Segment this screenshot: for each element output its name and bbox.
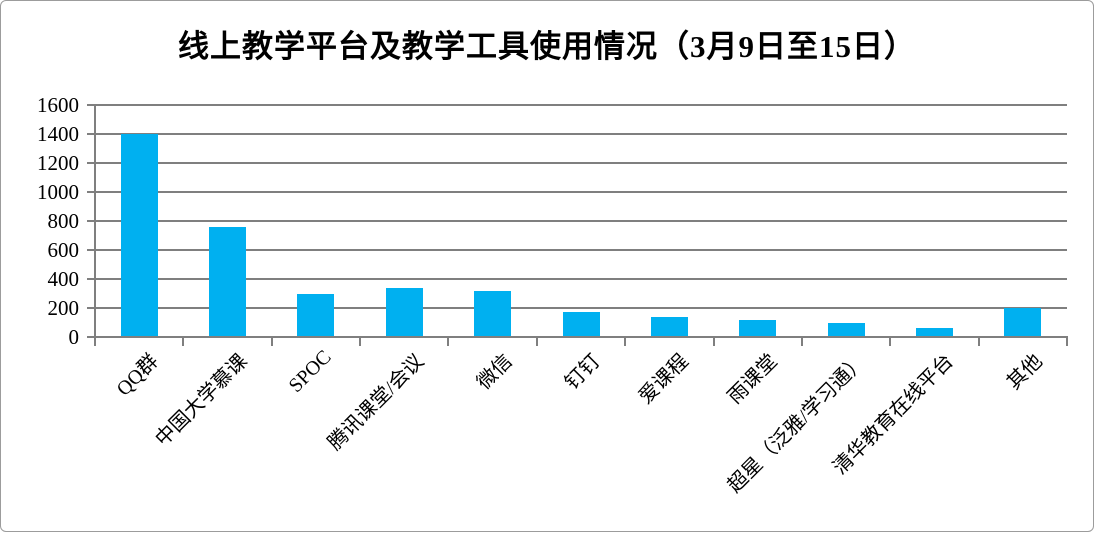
gridline	[95, 307, 1067, 309]
y-tick-label: 600	[47, 238, 80, 262]
bar	[1004, 308, 1042, 337]
gridline	[95, 162, 1067, 164]
y-tick-label: 0	[68, 325, 80, 349]
bar	[474, 290, 512, 337]
y-axis-line	[94, 105, 96, 337]
bar	[739, 319, 777, 337]
y-axis-tick	[87, 278, 95, 280]
gridline	[95, 249, 1067, 251]
y-axis-tick	[87, 133, 95, 135]
x-axis-tick	[182, 337, 185, 346]
y-tick-label: 1000	[37, 180, 79, 204]
bar	[562, 312, 600, 337]
x-axis-tick	[94, 337, 96, 346]
bar	[827, 322, 865, 337]
x-tick-label-text: 雨课堂	[723, 350, 782, 409]
y-axis-tick	[87, 220, 95, 222]
x-axis-tick	[800, 337, 803, 346]
x-axis-tick	[447, 337, 450, 346]
x-tick-label-text: 中国大学慕课	[150, 350, 252, 451]
bar	[915, 327, 953, 337]
x-tick-label-text: 其他	[1002, 350, 1047, 395]
y-tick-label: 800	[47, 209, 80, 233]
x-axis-tick	[977, 337, 980, 346]
bar	[650, 316, 688, 337]
gridline	[95, 133, 1067, 135]
bar	[297, 293, 335, 337]
x-axis-tick	[270, 337, 273, 346]
y-axis-tick	[87, 307, 95, 309]
bar	[209, 226, 247, 337]
y-tick-label: 1400	[37, 122, 79, 146]
chart-title: 线上教学平台及教学工具使用情况（3月9日至15日）	[178, 29, 916, 64]
x-tick-label-text: QQ群	[112, 350, 163, 401]
x-tick-label-text: SPOC	[284, 346, 336, 397]
y-axis-tick	[87, 104, 95, 106]
x-axis-tick	[624, 337, 627, 346]
y-axis-tick	[87, 336, 95, 338]
x-axis-tick	[359, 337, 362, 346]
gridline	[95, 191, 1067, 193]
x-axis-tick	[535, 337, 538, 346]
y-tick-label: 200	[47, 296, 80, 320]
gridline	[95, 104, 1067, 106]
y-axis-tick	[87, 191, 95, 193]
y-axis-tick	[87, 162, 95, 164]
x-axis-tick	[712, 337, 715, 346]
x-axis-tick	[889, 337, 892, 346]
x-axis-tick	[1066, 337, 1068, 346]
x-tick-label-text: 钉钉	[560, 350, 605, 395]
gridline	[95, 278, 1067, 280]
y-tick-label: 1200	[37, 151, 79, 175]
x-tick-label-text: 微信	[472, 350, 517, 395]
x-tick-label-text: 爱课程	[635, 350, 694, 409]
y-tick-label: 1600	[37, 93, 79, 117]
y-tick-label: 400	[47, 267, 80, 291]
gridline	[95, 220, 1067, 222]
bar	[385, 287, 423, 337]
x-axis-line	[94, 336, 1068, 338]
y-axis-tick	[87, 249, 95, 251]
bar	[120, 134, 158, 337]
